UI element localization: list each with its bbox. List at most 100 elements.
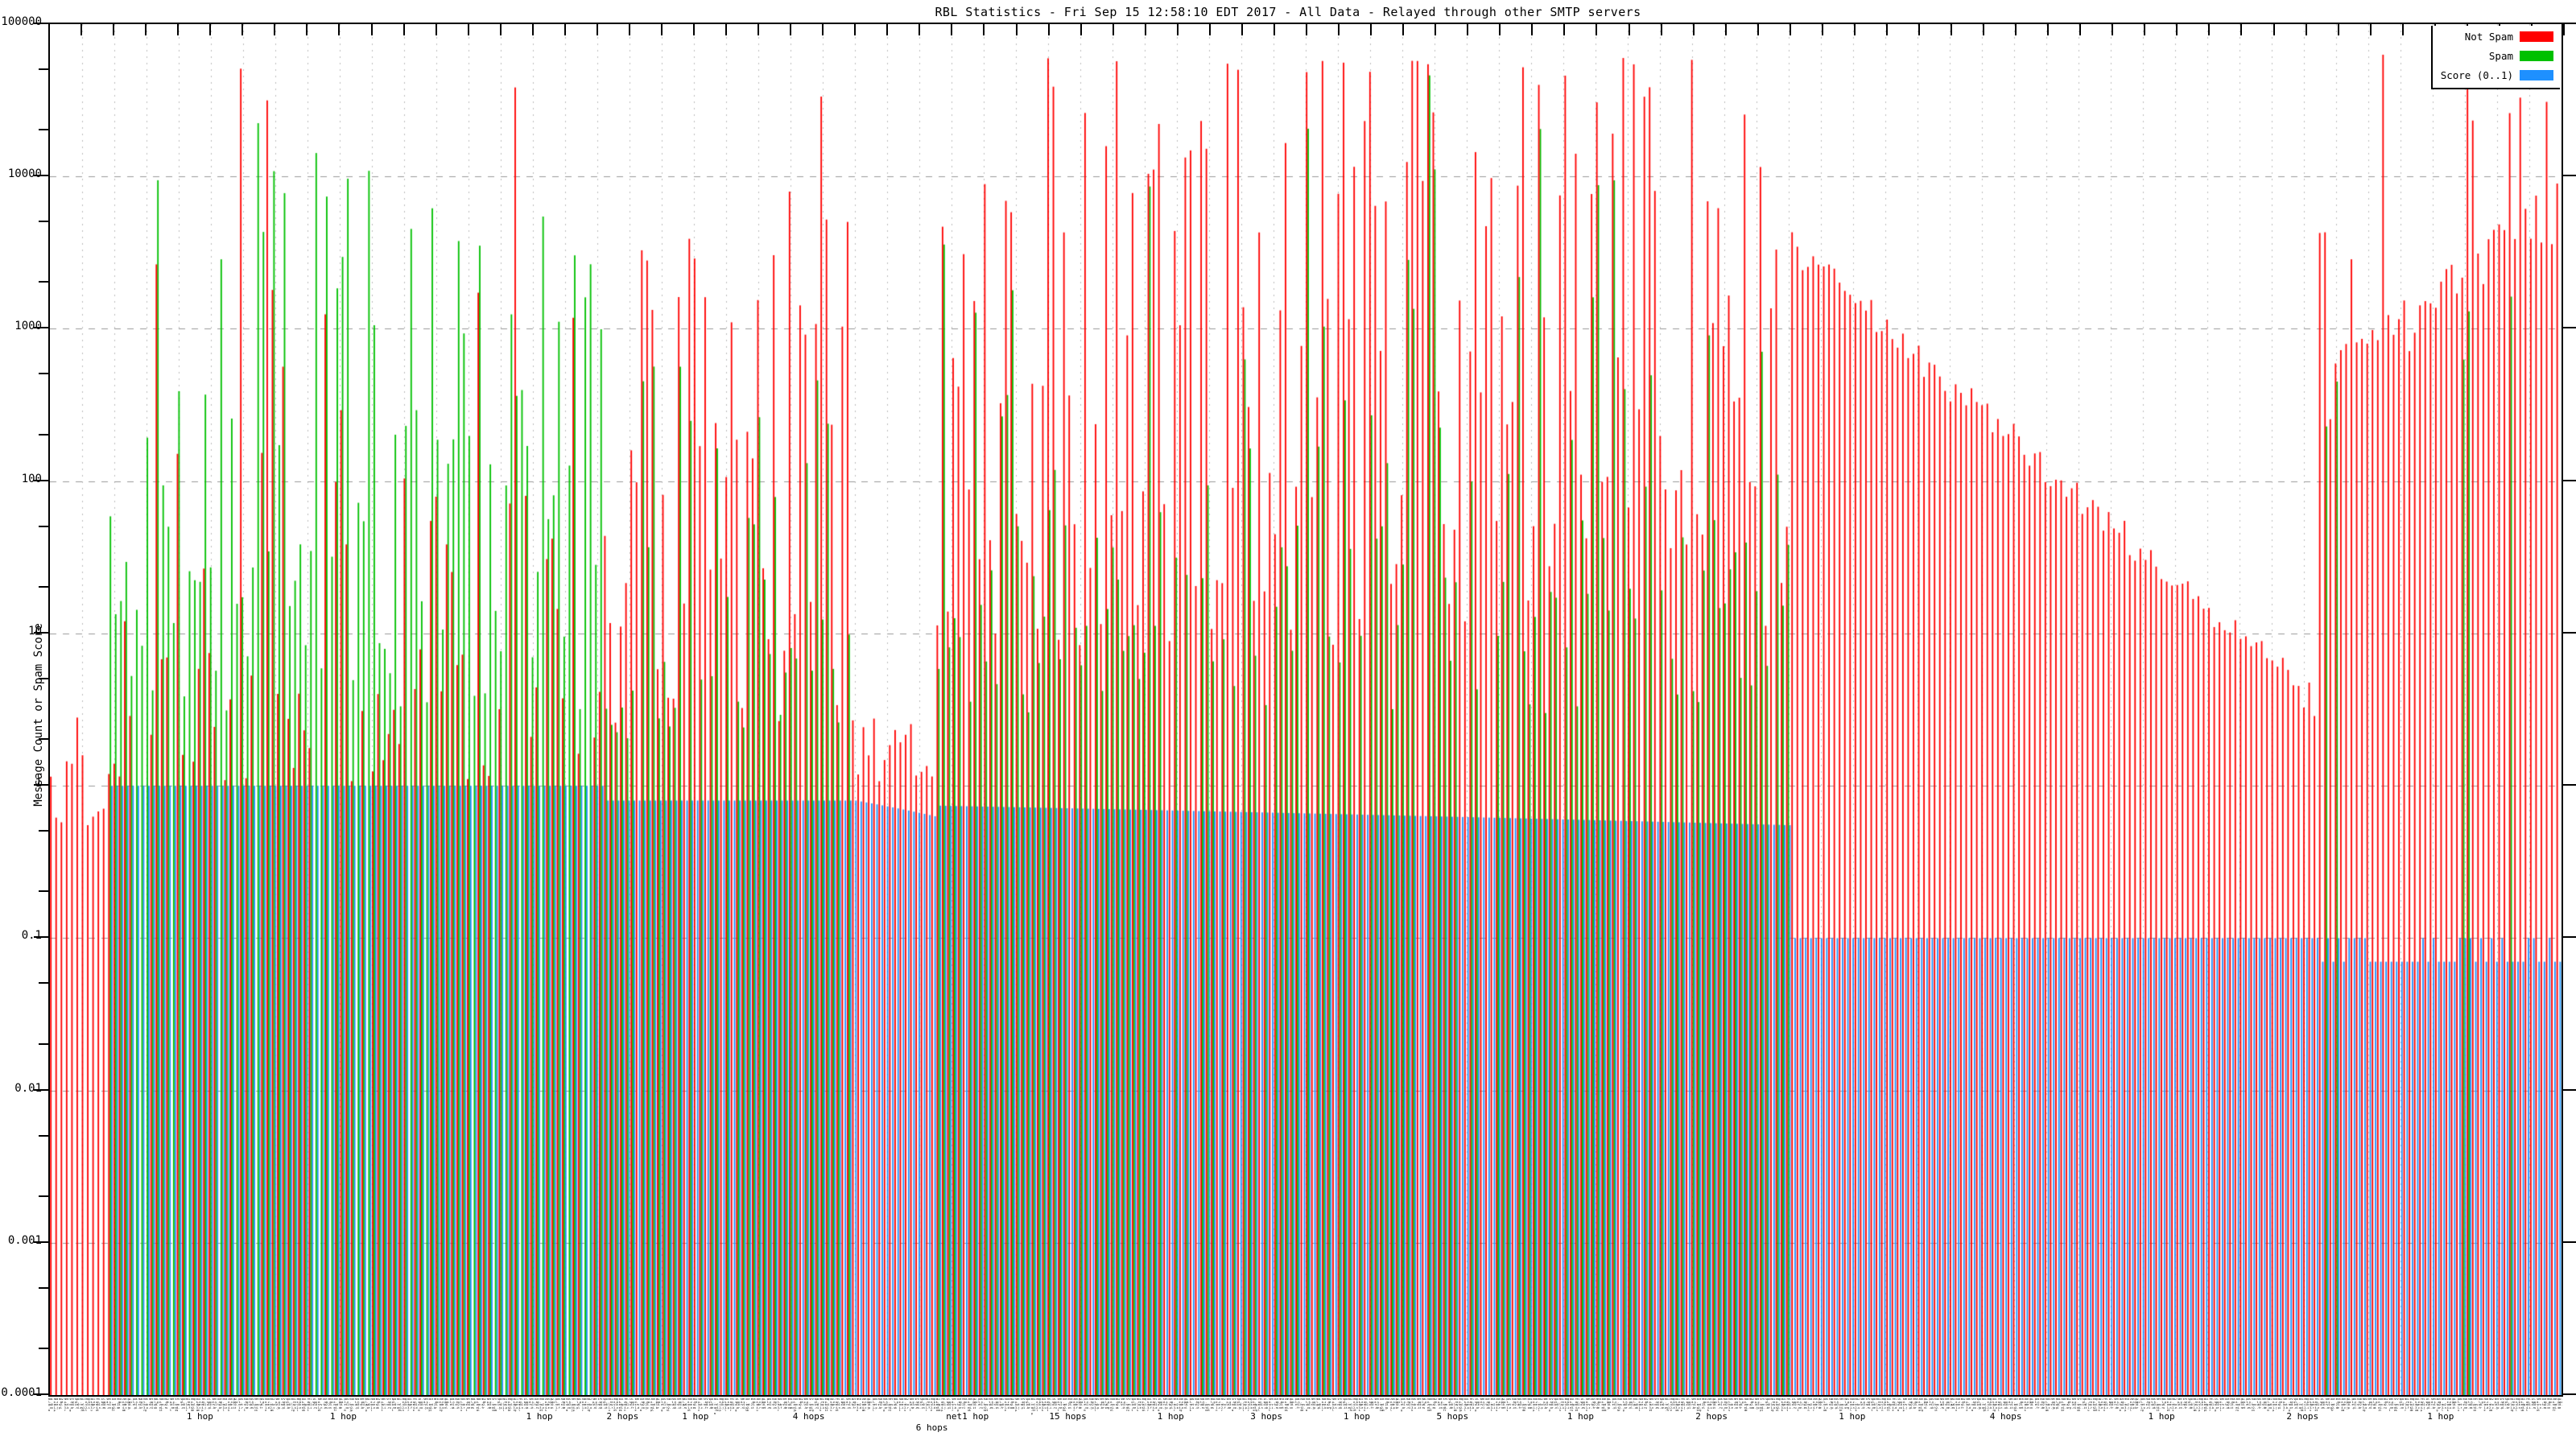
- x-axis-tick-label: gw-mail0.jp: [127, 1398, 132, 1410]
- x-axis-tick-label: mx1-relay1.es: [397, 1398, 402, 1412]
- x-axis-tick-label: net-post4.nl: [888, 1398, 894, 1412]
- x-axis-tick-label: smtp-out3.br: [64, 1398, 69, 1412]
- x-axis-tick-label: net.post4.it: [1416, 1398, 1422, 1410]
- x-axis-tick-label: post-net1.es: [1506, 1398, 1511, 1412]
- x-axis-tick-label: relay-mx14.cn: [1364, 1398, 1368, 1412]
- x-tick: [2273, 23, 2275, 35]
- x-tick: [725, 23, 728, 35]
- x-axis-tick-label: node-zone1.nl: [1110, 1398, 1115, 1412]
- x-axis-tick-label: spool.in0.cn: [180, 1398, 185, 1410]
- plot-area[interactable]: Not Spam Spam Score (0..1): [48, 23, 2563, 1397]
- x-axis-tick-label: mta.mx23.de: [117, 1398, 122, 1410]
- x-axis-tick-label: send.srv1.net: [1057, 1398, 1063, 1412]
- x-axis-tick-label: bulk.edge3.com: [196, 1398, 201, 1412]
- y-tick-inner: [2563, 175, 2576, 177]
- x-axis-tick-label: mta.mx23.br: [434, 1398, 439, 1410]
- y-tick-major: [34, 479, 48, 481]
- x-axis-tick-label: mx2.mta2.uk: [1115, 1398, 1121, 1410]
- x-tick: [274, 23, 276, 35]
- x-axis-tick-label: post.net1.uk: [1929, 1398, 1934, 1410]
- x-axis-tick-label: relay-mx14.jp: [1680, 1398, 1686, 1412]
- x-axis-tick-label: gw.mail0.nl: [1923, 1398, 1929, 1410]
- x-axis-tick-label: out-smtp2.uk: [745, 1398, 750, 1412]
- x-axis-tick-label: edge.bulk2.it: [85, 1398, 90, 1412]
- x-axis-tick-label: smtp-out3.jp: [1015, 1398, 1020, 1412]
- x-axis-tick-label: out-smtp2.com: [1379, 1398, 1385, 1412]
- y-tick-minor: [39, 221, 48, 223]
- x-axis-tick-label: post.net1.org: [1401, 1398, 1406, 1412]
- x-axis-tick-label: smtp.out3.br: [803, 1398, 809, 1410]
- x-axis-tick-label: mx1-relay1.ru: [1348, 1398, 1353, 1412]
- legend-item-spam[interactable]: Spam: [2489, 50, 2553, 62]
- x-tick: [1692, 23, 1695, 35]
- x-axis-tick-label: hub.host2.br: [138, 1398, 143, 1410]
- x-axis-hop-label: 15 hops: [1049, 1411, 1087, 1422]
- y-axis-label: 0.0001: [1, 1386, 42, 1399]
- x-axis-tick-label: gw.mail0.it: [233, 1398, 238, 1410]
- x-axis-tick-label: gw.mail0.cn: [550, 1398, 555, 1410]
- x-axis-tick-label: smtp.out3.net: [2388, 1398, 2393, 1412]
- legend-item-not_spam[interactable]: Not Spam: [2465, 31, 2553, 43]
- x-axis-tick-label: mta.mx23.de: [1596, 1398, 1601, 1410]
- x-axis-hop-label: 2 hops: [2286, 1411, 2319, 1422]
- x-axis-tick-label: zone.node4.org: [439, 1398, 444, 1412]
- x-axis-tick-label: node.zone1.nl: [1849, 1398, 1855, 1412]
- x-axis-tick-label: host.hub3.uk: [671, 1398, 676, 1410]
- x-tick: [1499, 23, 1501, 35]
- x-axis-tick-label: send.srv1.jp: [1162, 1398, 1168, 1410]
- x-axis-tick-label: post.net1.es: [2246, 1398, 2251, 1410]
- x-axis-tick-label: node-zone1.jp: [793, 1398, 798, 1412]
- x-axis-tick-label: mta.mx23.net: [2019, 1398, 2024, 1410]
- x-axis-tick-label: post.net1.com: [1084, 1398, 1088, 1412]
- x-axis-tick-label: spool.in0.jp: [1976, 1398, 1982, 1410]
- x-tick: [2369, 23, 2372, 35]
- x-axis-tick-label: mx1.relay1.ru: [608, 1398, 613, 1412]
- x-tick: [1596, 23, 1598, 35]
- x-axis-tick-label: mail.gw0.org: [1104, 1398, 1110, 1410]
- x-axis-tick-label: mail-gw0.pl: [1316, 1398, 1321, 1410]
- x-axis-tick-label: net.post4.nl: [148, 1398, 154, 1410]
- x-axis-hop-label: 1 hop: [1157, 1411, 1184, 1422]
- x-axis-tick-label: in.spool0.org: [735, 1398, 740, 1412]
- x-axis-tick-label: send.srv1.de: [1374, 1398, 1379, 1410]
- x-axis-tick-label: bulk.edge3.com: [2415, 1398, 2420, 1412]
- legend-item-score[interactable]: Score (0..1): [2441, 69, 2553, 81]
- y-axis-label: 10000: [7, 167, 42, 181]
- x-axis-tick-label: mta.mx23.jp: [1385, 1398, 1389, 1410]
- y-tick-minor: [39, 1134, 48, 1137]
- x-axis-tick-label: zone.node4.com: [122, 1398, 127, 1412]
- y-tick-inner: [2563, 784, 2576, 786]
- y-tick-inner: [2563, 1393, 2576, 1395]
- x-axis-tick-label: in.spool0.fr: [629, 1398, 634, 1410]
- y-axis-label: 1000: [14, 320, 42, 333]
- chart-legend[interactable]: Not Spam Spam Score (0..1): [2430, 26, 2560, 89]
- y-tick-major: [34, 784, 48, 786]
- x-axis-tick-label: send.srv1.cn: [2325, 1398, 2330, 1410]
- chart-bars: [50, 24, 2562, 1395]
- x-axis-tick-label: mx2-mta2.fr: [1220, 1398, 1226, 1412]
- x-axis-tick-label: mx1.relay1.org: [2510, 1398, 2515, 1412]
- x-axis-tick-label: gw.mail0.br: [2135, 1398, 2140, 1410]
- y-tick-inner: [2563, 479, 2576, 481]
- x-axis-tick-label: smtp.out3.net: [909, 1398, 914, 1412]
- x-axis-hop-label: 4 hops: [792, 1411, 825, 1422]
- x-tick: [1885, 23, 1888, 35]
- x-tick: [660, 23, 663, 35]
- x-tick: [1176, 23, 1179, 35]
- x-tick: [2015, 23, 2017, 35]
- x-axis-tick-label: mx2.mta2.fr: [481, 1398, 486, 1410]
- x-axis-tick-label: spool.in0.cn: [1659, 1398, 1665, 1410]
- x-tick: [1757, 23, 1759, 35]
- x-axis-tick-label: in.spool0.uk: [2003, 1398, 2008, 1410]
- x-axis-tick-label: mx1.relay1.org: [291, 1398, 296, 1412]
- x-tick: [2047, 23, 2050, 35]
- x-axis-tick-label: srv.send4.org: [69, 1398, 74, 1412]
- x-axis-tick-label: mta.mx23.nl: [1702, 1398, 1707, 1410]
- x-tick: [2401, 23, 2404, 35]
- x-axis-tick-label: relay.mx14.de: [1152, 1398, 1158, 1412]
- x-tick: [2337, 23, 2339, 35]
- x-axis-hop-label: 1 hop: [526, 1411, 553, 1422]
- x-axis-tick-label: post-net1.com: [1823, 1398, 1828, 1412]
- x-axis-tick-label: node-zone1.cn: [476, 1398, 481, 1412]
- x-axis-tick-label: mail-gw0.uk: [1633, 1398, 1638, 1410]
